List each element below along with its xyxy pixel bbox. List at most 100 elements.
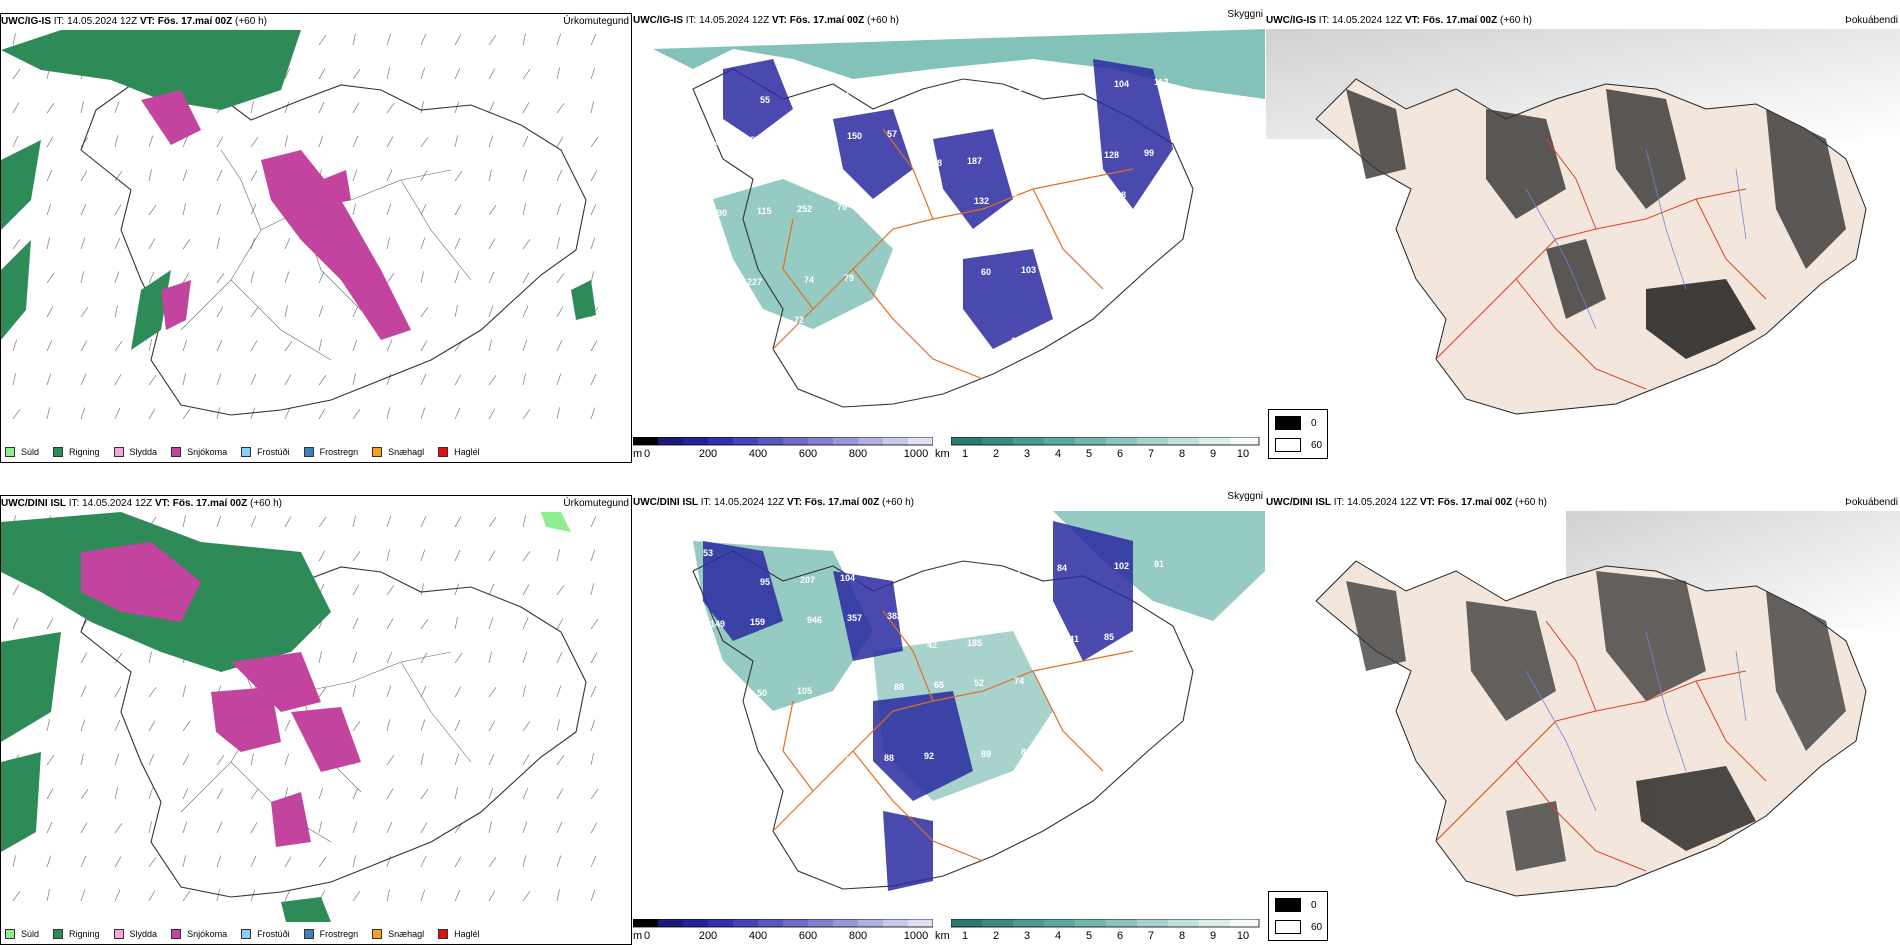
wind-barb xyxy=(386,685,392,698)
wind-barb xyxy=(556,306,564,318)
cloud-base-value: 165 xyxy=(1071,674,1086,684)
wind-barb xyxy=(556,651,563,664)
wind-barb xyxy=(114,135,119,148)
cloud-base-value: 946 xyxy=(807,615,822,625)
panel-header: UWC/IG-IS IT: 14.05.2024 12Z VT: Fös. 17… xyxy=(1,14,631,30)
wind-barb xyxy=(216,515,222,528)
panel-title: Úrkomutegund xyxy=(563,498,629,509)
wind-barb xyxy=(590,685,597,698)
cloud-base-value: 297 xyxy=(937,569,952,579)
cloud-base-value: 84 xyxy=(1057,563,1067,573)
wind-barb xyxy=(284,237,291,250)
wind-barb xyxy=(148,238,156,250)
precip-legend: Súld Rigning Slydda Snjókoma Frostúði Fr… xyxy=(5,444,494,460)
wind-barb xyxy=(352,787,359,800)
fog-dark-areas xyxy=(1346,571,1846,871)
wind-barb xyxy=(420,237,426,250)
cloud-base-value: 357 xyxy=(847,613,862,623)
cloud-base-value: 72 xyxy=(794,315,804,325)
wind-barb xyxy=(556,103,565,114)
wind-barb xyxy=(148,339,153,352)
cloud-base-value: 104 xyxy=(840,573,855,583)
wind-barb xyxy=(46,103,55,114)
wind-barb xyxy=(216,169,223,182)
legend-item: Slydda xyxy=(113,447,157,457)
cloud-base-value: 74 xyxy=(804,275,814,285)
wind-barb xyxy=(590,719,596,732)
cloud-base-value: 89 xyxy=(894,200,904,210)
cloud-base-value: 99 xyxy=(1144,148,1154,158)
wind-barb xyxy=(114,305,119,318)
wind-barb xyxy=(182,203,187,216)
wind-barb xyxy=(46,855,52,868)
cloud-base-value: 42 xyxy=(927,640,937,650)
wind-barb xyxy=(420,373,427,386)
wind-barb xyxy=(522,651,528,664)
wind-barb xyxy=(352,69,361,80)
legend-item: Snjókoma xyxy=(171,929,227,939)
cloud-base-value: 60 xyxy=(981,267,991,277)
cloud-base-value: 65 xyxy=(934,680,944,690)
wind-barb xyxy=(386,719,391,732)
wind-barb xyxy=(488,238,496,250)
road-network xyxy=(772,128,1134,380)
wind-barb xyxy=(182,135,189,148)
legend-item: Haglél xyxy=(438,447,480,457)
legend-swatch xyxy=(438,929,449,939)
wind-barb xyxy=(12,69,21,80)
legend-swatch xyxy=(5,447,15,457)
cloud-base-value: 270 xyxy=(703,66,718,76)
wind-barb xyxy=(420,685,427,698)
wind-barb xyxy=(318,271,325,284)
wind-barb xyxy=(488,408,496,420)
cloud-base-value: 115 xyxy=(757,206,772,216)
wind-barb xyxy=(454,549,461,562)
wind-barb xyxy=(488,857,497,868)
wind-barb xyxy=(420,855,427,868)
wind-barb xyxy=(590,855,597,868)
iceland-coastline xyxy=(692,550,1194,890)
cloud-base-value: 68 xyxy=(1064,152,1074,162)
wind-barb xyxy=(12,617,19,630)
wind-barb xyxy=(114,374,122,386)
wind-barb xyxy=(420,652,428,664)
wind-barb xyxy=(522,617,529,630)
legend-item: Slydda xyxy=(113,929,157,939)
cloud-base-value: 227 xyxy=(747,277,762,287)
wind-barb xyxy=(80,237,86,250)
panel-title: Úrkomutegund xyxy=(563,16,629,27)
wind-barb xyxy=(114,204,122,216)
cloud-base-value: 120 xyxy=(717,690,732,700)
wind-barb xyxy=(522,33,527,46)
wind-barb xyxy=(454,305,459,318)
wind-barb xyxy=(386,515,392,528)
legend-item: Frostúði xyxy=(241,929,290,939)
wind-barb xyxy=(420,407,426,420)
cloud-base-value: 95 xyxy=(760,577,770,587)
cloud-base-value: 88 xyxy=(884,753,894,763)
wind-barb xyxy=(454,67,461,80)
visibility-colorbar: km 1 2 3 4 5 6 7 8 9 10 xyxy=(935,437,1260,467)
legend-swatch xyxy=(303,447,314,457)
wind-barb xyxy=(80,753,85,766)
cloud-base-value: 26 xyxy=(800,93,810,103)
legend-item: Rigning xyxy=(53,929,100,939)
legend-swatch xyxy=(171,929,182,939)
wind-barb xyxy=(182,169,188,182)
wind-barb xyxy=(420,719,426,732)
panel-title: Skyggni xyxy=(1227,9,1263,20)
wind-barb xyxy=(114,787,119,800)
wind-barb xyxy=(420,340,428,352)
fog-panel-bottom: UWC/DINI ISL IT: 14.05.2024 12Z VT: Fös.… xyxy=(1266,495,1900,945)
wind-barb xyxy=(318,35,327,46)
fog-legend: 0 60 xyxy=(1268,409,1328,459)
wind-barb xyxy=(590,203,597,216)
cloud-base-value: 141 xyxy=(1064,634,1079,644)
legend-item: Frostúði xyxy=(241,447,290,457)
wind-barb xyxy=(12,373,17,386)
wind-barb xyxy=(284,516,292,528)
cloud-base-value: 88 xyxy=(1024,636,1034,646)
wind-barb xyxy=(114,341,123,352)
wind-barb xyxy=(386,136,394,148)
wind-barb xyxy=(488,35,497,46)
